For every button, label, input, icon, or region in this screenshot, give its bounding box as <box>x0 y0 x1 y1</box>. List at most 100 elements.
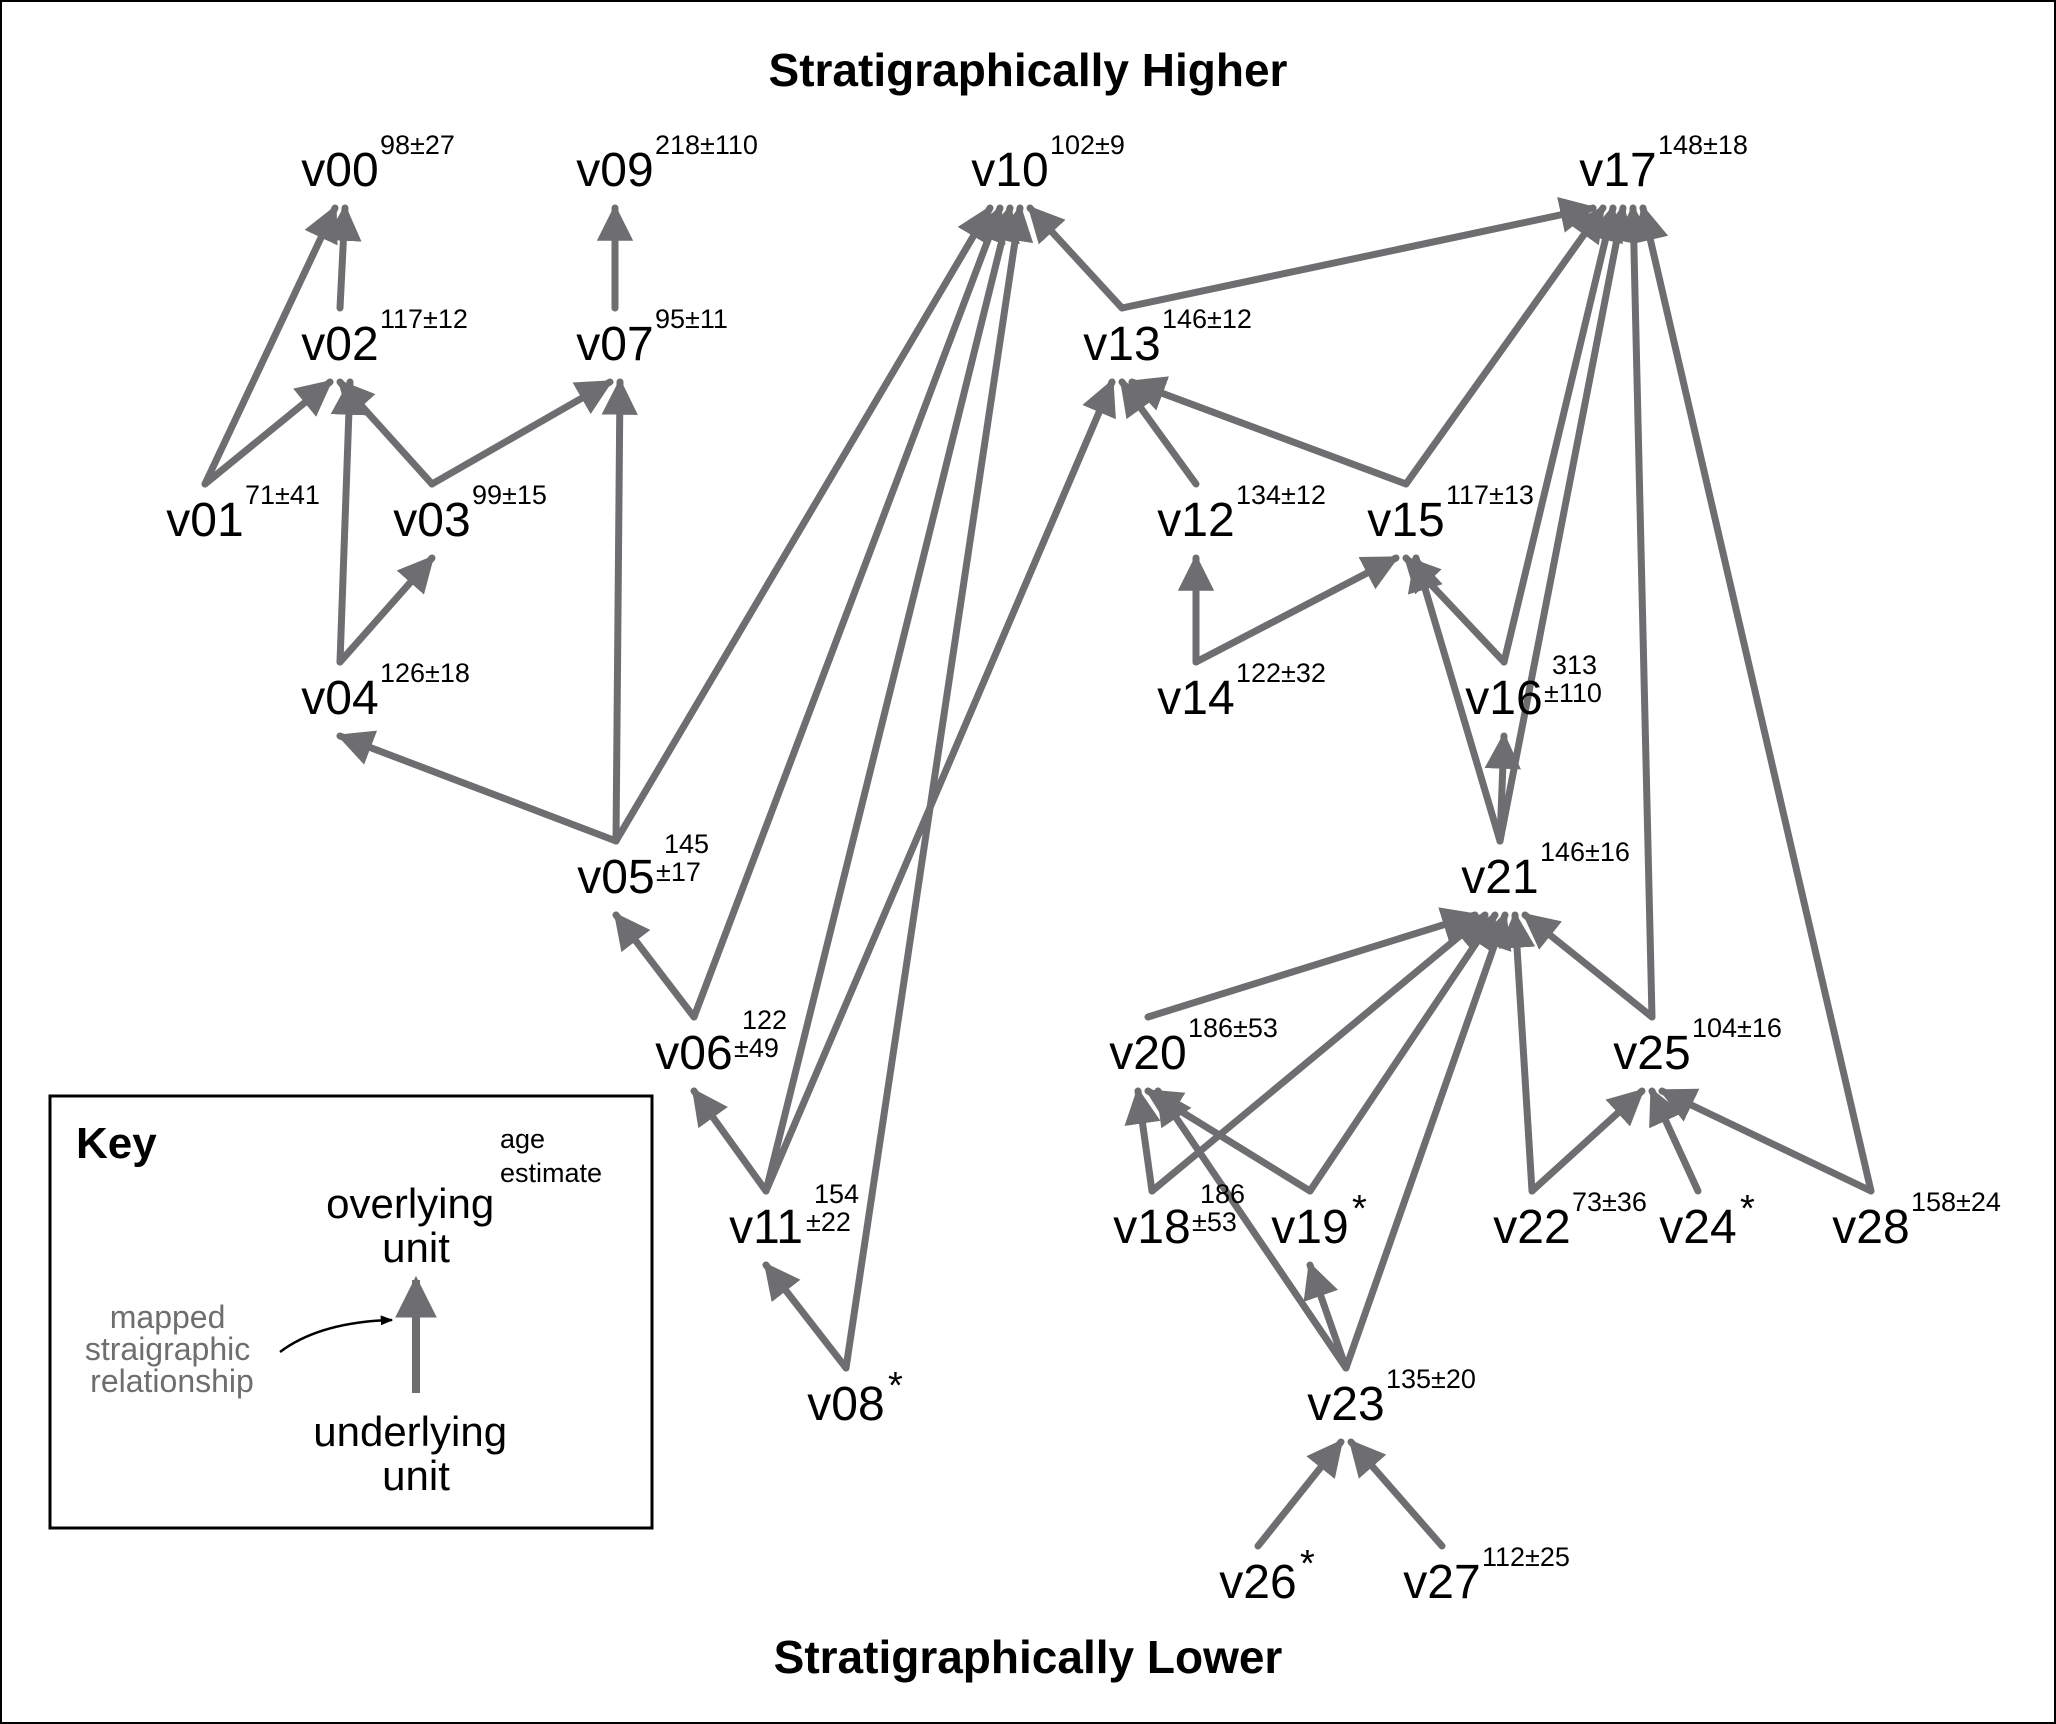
age-estimate: 154 ±22 <box>806 1179 859 1237</box>
unit-v28: v28 158±24 <box>1832 1187 2001 1254</box>
arrow-v08-to-v11 <box>762 1261 850 1372</box>
arrow-v03-to-v07 <box>428 378 614 488</box>
arrow-v05-to-v07 <box>601 378 638 845</box>
unit-label: v14 <box>1157 672 1234 725</box>
arrow-v15-to-v13 <box>1128 376 1410 488</box>
heading-top: Stratigraphically Higher <box>769 44 1288 96</box>
arrow-v05-to-v04 <box>336 730 620 845</box>
unit-label: v10 <box>971 144 1048 197</box>
unit-v03: v03 99±15 <box>393 480 547 547</box>
arrow-v01-to-v02 <box>201 378 334 488</box>
unit-v12: v12 134±12 <box>1157 480 1326 547</box>
unit-label: v23 <box>1307 1378 1384 1431</box>
no-age-marker: * <box>1300 1543 1315 1585</box>
unit-label: v27 <box>1403 1556 1480 1609</box>
unit-v07: v07 95±11 <box>576 304 728 371</box>
key-frame <box>48 1094 654 1530</box>
unit-label: v09 <box>576 144 653 197</box>
unit-v17: v17 148±18 <box>1579 130 1748 197</box>
unit-label: v16 <box>1465 672 1542 725</box>
unit-v04: v04 126±18 <box>301 658 470 725</box>
unit-v13: v13 146±12 <box>1083 304 1252 371</box>
arrow-v25-to-v17 <box>1615 204 1656 1021</box>
key-mapped-relationship: mapped straigraphic relationship <box>85 1299 259 1399</box>
arrow-v21-to-v15 <box>1407 554 1504 845</box>
key-box: Key age estimate overlying unit mapped s… <box>48 1094 654 1530</box>
unit-label: v18 <box>1113 1201 1190 1254</box>
age-estimate: 102±9 <box>1050 130 1125 160</box>
unit-label: v13 <box>1083 318 1160 371</box>
unit-label: v00 <box>301 144 378 197</box>
unit-label: v11 <box>729 1201 803 1254</box>
unit-label: v07 <box>576 318 653 371</box>
unit-v01: v01 71±41 <box>166 480 320 547</box>
age-estimate: 186±53 <box>1188 1013 1278 1043</box>
unit-v00: v00 98±27 <box>301 130 455 197</box>
unit-v24: v24 * <box>1659 1188 1755 1254</box>
arrow-v06-to-v10 <box>690 204 1006 1021</box>
arrow-v02-to-v00 <box>325 204 362 312</box>
unit-v19: v19 * <box>1271 1188 1367 1254</box>
arrow-v22-to-v25 <box>1528 1087 1646 1195</box>
arrow-v26-to-v23 <box>1254 1438 1345 1550</box>
age-estimate: 126±18 <box>380 658 470 688</box>
arrow-v19-to-v21 <box>1306 911 1499 1195</box>
arrow-v23-to-v19 <box>1303 1261 1350 1372</box>
arrow-v21-to-v17 <box>1496 204 1635 845</box>
arrow-v20-to-v21 <box>1144 907 1479 1021</box>
arrow-v04-to-v02 <box>330 378 368 666</box>
unit-v02: v02 117±12 <box>301 304 468 371</box>
age-estimate: 95±11 <box>655 304 728 334</box>
arrow-v14-to-v15 <box>1192 554 1400 666</box>
unit-v21: v21 146±16 <box>1461 837 1630 904</box>
age-estimate: 135±20 <box>1386 1364 1476 1394</box>
key-title: Key <box>76 1119 157 1168</box>
unit-v09: v09 218±110 <box>576 130 758 197</box>
arrow-v08-to-v10 <box>842 204 1034 1372</box>
key-age-estimate: age estimate <box>500 1124 602 1188</box>
age-estimate: 134±12 <box>1236 480 1326 510</box>
unit-v23: v23 135±20 <box>1307 1364 1476 1431</box>
arrow-v05-to-v10 <box>612 204 994 845</box>
unit-v14: v14 122±32 <box>1157 658 1326 725</box>
age-estimate: 186±53 <box>1192 1179 1245 1237</box>
arrow-v23-to-v20 <box>1154 1087 1350 1372</box>
arrow-v18-to-v21 <box>1148 911 1489 1195</box>
arrow-v28-to-v17 <box>1632 204 1875 1195</box>
unit-v10: v10 102±9 <box>971 130 1125 197</box>
age-estimate: 122 ±49 <box>734 1005 787 1063</box>
unit-label: v26 <box>1219 1556 1296 1609</box>
arrow-v01-to-v00 <box>201 204 339 488</box>
unit-label: v24 <box>1659 1201 1736 1254</box>
arrow-v06-to-v05 <box>612 911 698 1021</box>
unit-v20: v20 186±53 <box>1109 1013 1278 1080</box>
unit-label: v15 <box>1367 494 1444 547</box>
age-estimate: 112±25 <box>1482 1542 1570 1572</box>
arrow-v11-to-v06 <box>690 1087 770 1195</box>
age-estimate: 117±12 <box>380 304 468 334</box>
arrow-v13-to-v10 <box>1026 204 1126 312</box>
age-estimate: 313 ±110 <box>1544 650 1602 708</box>
age-estimate: 73±36 <box>1572 1187 1647 1217</box>
arrow-v03-to-v02 <box>336 378 436 488</box>
arrow-v27-to-v23 <box>1347 1438 1446 1550</box>
unit-label: v25 <box>1613 1027 1690 1080</box>
arrow-v22-to-v21 <box>1498 911 1536 1195</box>
unit-label: v12 <box>1157 494 1234 547</box>
unit-v25: v25 104±16 <box>1613 1013 1782 1080</box>
age-estimate: 104±16 <box>1692 1013 1782 1043</box>
arrow-v11-to-v13 <box>762 378 1116 1195</box>
unit-label: v05 <box>577 851 654 904</box>
key-overlying-unit: overlying unit <box>326 1180 506 1271</box>
unit-label: v02 <box>301 318 378 371</box>
relationship-arrows <box>201 197 1875 1550</box>
age-estimate: 146±12 <box>1162 304 1252 334</box>
no-age-marker: * <box>888 1365 903 1407</box>
